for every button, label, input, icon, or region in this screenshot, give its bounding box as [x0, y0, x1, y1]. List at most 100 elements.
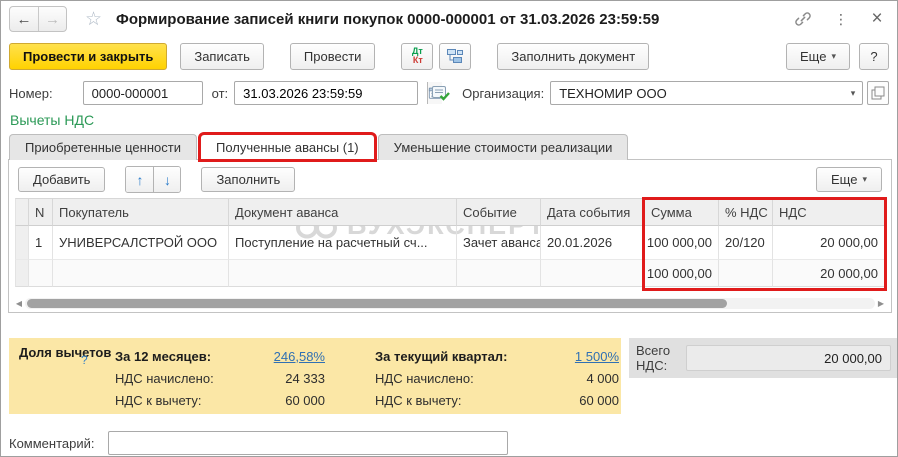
- post-button[interactable]: Провести: [289, 42, 376, 70]
- add-row-button[interactable]: Добавить: [18, 167, 106, 192]
- organization-label: Организация:: [462, 85, 545, 101]
- scrollbar-track[interactable]: [25, 298, 875, 309]
- back-button[interactable]: ←: [10, 7, 38, 31]
- organization-open-button[interactable]: [867, 81, 889, 105]
- row-gutter: [15, 226, 29, 260]
- cell-sum[interactable]: 100 000,00: [645, 226, 719, 260]
- help-question-link[interactable]: ?: [81, 353, 88, 367]
- schedule-check-icon[interactable]: [431, 85, 451, 101]
- horizontal-scrollbar[interactable]: ◀ ▶: [13, 297, 887, 310]
- cell-buyer[interactable]: УНИВЕРСАЛСТРОЙ ООО: [53, 226, 229, 260]
- deduction-share-panel: Доля вычетов ? За 12 месяцев: 246,58% За…: [9, 338, 621, 414]
- toolbar-more-button[interactable]: Еще ▾: [786, 42, 850, 70]
- arrow-up-icon: ↑: [136, 171, 144, 188]
- quarter-period-label: За текущий квартал:: [375, 348, 508, 364]
- date-field: [234, 81, 443, 105]
- total-vat-label: Всего НДС:: [636, 343, 671, 373]
- back-arrow-icon: ←: [16, 10, 32, 28]
- quarter-deducted-value: 60 000: [579, 392, 619, 408]
- tab-purchased-values[interactable]: Приобретенные ценности: [9, 134, 197, 160]
- date-input[interactable]: [235, 82, 428, 104]
- quarter-percent-link[interactable]: 1 500%: [574, 348, 619, 364]
- document-header-fields: Номер: от: О: [1, 80, 897, 106]
- scroll-left-icon[interactable]: ◀: [15, 299, 23, 308]
- quarter-accrued-value: 4 000: [586, 370, 619, 386]
- tab-received-advances[interactable]: Полученные авансы (1): [197, 132, 377, 162]
- total-vat-value: 20 000,00: [686, 345, 891, 371]
- column-header-vat[interactable]: НДС: [773, 198, 885, 226]
- save-button[interactable]: Записать: [180, 42, 264, 70]
- column-header-n[interactable]: N: [29, 198, 53, 226]
- chevron-down-icon: ▾: [831, 50, 836, 61]
- quarter-accrued-label: НДС начислено:: [375, 370, 474, 386]
- column-header-advance-doc[interactable]: Документ аванса: [229, 198, 457, 226]
- forward-button[interactable]: →: [38, 7, 66, 31]
- move-row-buttons: ↑ ↓: [125, 166, 182, 193]
- hierarchy-icon: [447, 49, 464, 63]
- total-vat-panel: Всего НДС: 20 000,00: [629, 338, 897, 378]
- cell-event-date[interactable]: 20.01.2026: [541, 226, 645, 260]
- post-and-close-button[interactable]: Провести и закрыть: [9, 42, 168, 70]
- number-input[interactable]: [82, 81, 203, 105]
- year-percent-link[interactable]: 246,58%: [273, 348, 325, 364]
- scrollbar-thumb[interactable]: [27, 299, 727, 308]
- column-header-buyer[interactable]: Покупатель: [53, 198, 229, 226]
- organization-combo[interactable]: ТЕХНОМИР ООО ▾: [550, 81, 863, 105]
- date-label: от:: [211, 85, 229, 101]
- column-header-event[interactable]: Событие: [457, 198, 541, 226]
- open-icon: [871, 86, 885, 100]
- advances-table: N Покупатель Документ аванса Событие Дат…: [15, 198, 885, 287]
- titlebar: ← → ☆ Формирование записей книги покупок…: [1, 1, 897, 37]
- total-sum: 100 000,00: [645, 260, 719, 287]
- close-icon[interactable]: ×: [871, 8, 883, 29]
- table-header-row: N Покупатель Документ аванса Событие Дат…: [15, 198, 885, 226]
- comment-label: Комментарий:: [9, 435, 95, 451]
- cell-event[interactable]: Зачет аванса: [457, 226, 541, 260]
- table-row[interactable]: 1 УНИВЕРСАЛСТРОЙ ООО Поступление на расч…: [15, 226, 885, 260]
- forward-arrow-icon: →: [45, 10, 60, 28]
- total-vat: 20 000,00: [773, 260, 885, 287]
- main-toolbar: Провести и закрыть Записать Провести Дт …: [1, 42, 897, 70]
- arrow-down-icon: ↓: [163, 171, 171, 188]
- more-menu-icon[interactable]: ⋮: [834, 10, 848, 27]
- totals-gutter: [15, 260, 29, 287]
- header-gutter: [15, 198, 29, 226]
- column-header-sum[interactable]: Сумма: [645, 198, 719, 226]
- fill-document-button[interactable]: Заполнить документ: [497, 42, 650, 70]
- tab-content-panel: Добавить ↑ ↓ Заполнить Еще ▾ БУХЭКСПЕРТ …: [8, 159, 892, 313]
- quarter-deducted-label: НДС к вычету:: [375, 392, 462, 408]
- number-label: Номер:: [9, 85, 53, 101]
- help-button[interactable]: ?: [859, 42, 889, 70]
- deduction-share-title: Доля вычетов ?: [19, 345, 112, 367]
- column-header-event-date[interactable]: Дата события: [541, 198, 645, 226]
- year-accrued-label: НДС начислено:: [115, 370, 214, 386]
- year-deducted-label: НДС к вычету:: [115, 392, 202, 408]
- show-postings-button[interactable]: Дт Кт: [401, 42, 434, 70]
- organization-dropdown-icon[interactable]: ▾: [850, 87, 856, 98]
- year-accrued-value: 24 333: [285, 370, 325, 386]
- cell-vat[interactable]: 20 000,00: [773, 226, 885, 260]
- chevron-down-icon: ▾: [862, 174, 867, 184]
- move-down-button[interactable]: ↓: [153, 167, 181, 192]
- grid-more-button[interactable]: Еще ▾: [816, 167, 882, 192]
- favorite-star-icon[interactable]: ☆: [85, 8, 103, 30]
- move-up-button[interactable]: ↑: [126, 167, 154, 192]
- year-deducted-value: 60 000: [285, 392, 325, 408]
- link-icon[interactable]: [791, 7, 815, 31]
- comment-row: Комментарий:: [1, 431, 897, 455]
- tab-sales-decrease[interactable]: Уменьшение стоимости реализации: [377, 134, 629, 160]
- column-header-vat-rate[interactable]: % НДС: [719, 198, 773, 226]
- grid-toolbar: Добавить ↑ ↓ Заполнить Еще ▾: [9, 160, 891, 198]
- tab-bar: Приобретенные ценности Полученные авансы…: [9, 132, 629, 162]
- cell-advance-doc[interactable]: Поступление на расчетный сч...: [229, 226, 457, 260]
- vat-deductions-section-link[interactable]: Вычеты НДС: [10, 112, 95, 128]
- fill-table-button[interactable]: Заполнить: [201, 167, 296, 192]
- comment-input[interactable]: [107, 431, 508, 455]
- nav-button-group: ← →: [9, 6, 67, 32]
- scroll-right-icon[interactable]: ▶: [877, 299, 885, 308]
- cell-n[interactable]: 1: [29, 226, 53, 260]
- table-totals-row: 100 000,00 20 000,00: [15, 260, 885, 287]
- cell-vat-rate[interactable]: 20/120: [719, 226, 773, 260]
- document-structure-button[interactable]: [439, 42, 472, 70]
